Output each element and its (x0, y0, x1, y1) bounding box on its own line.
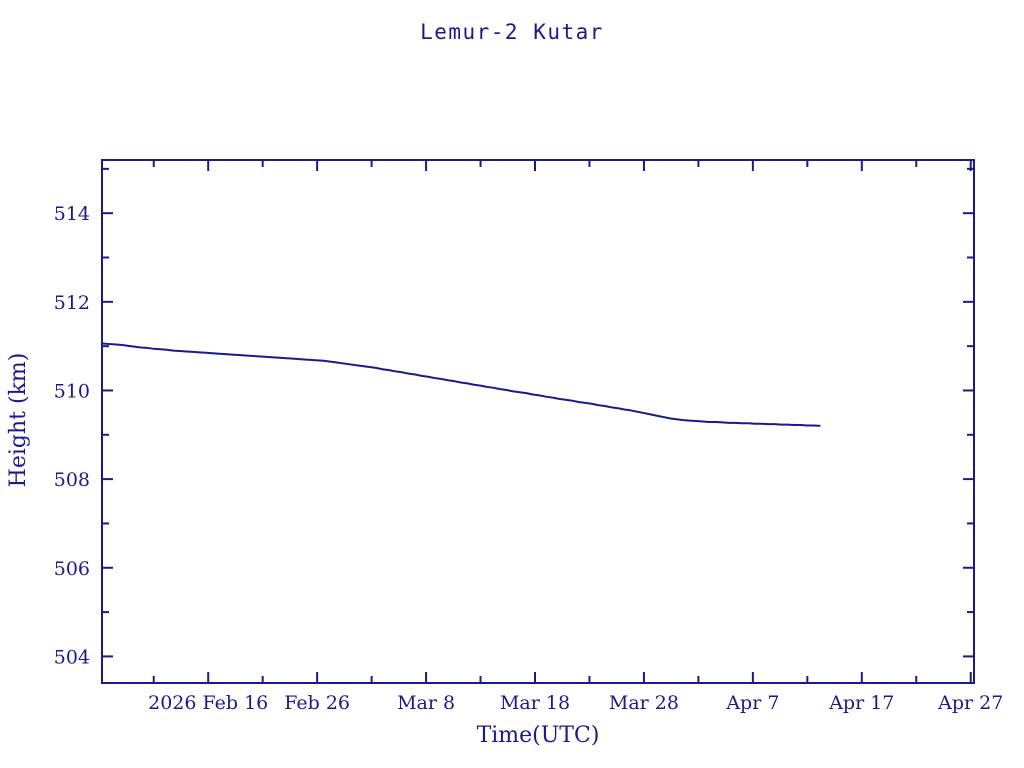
height-series-line (101, 342, 821, 427)
x-tick-label: Mar 8 (397, 692, 455, 714)
x-tick-label: Mar 18 (500, 692, 570, 714)
x-tick-label: Mar 28 (609, 692, 679, 714)
x-axis-title: Time(UTC) (477, 723, 600, 748)
y-axis-title: Height (km) (6, 353, 31, 488)
plot-frame (101, 159, 975, 684)
x-tick-label: 2026 Feb 16 (148, 692, 268, 714)
y-tick-label: 512 (54, 292, 90, 314)
x-tick-label: Apr 7 (725, 692, 779, 714)
y-tick-label: 510 (54, 380, 90, 402)
chart-title: Lemur-2 Kutar (420, 20, 604, 44)
y-tick-label: 514 (54, 203, 90, 225)
x-tick-label: Apr 27 (937, 692, 1003, 714)
axis-ticks (102, 160, 974, 683)
x-axis-tick-labels: 2026 Feb 16 Feb 26 Mar 8 Mar 18 Mar 28 Apr 7 A… (148, 692, 1003, 714)
x-tick-label: Apr 17 (828, 692, 894, 714)
y-tick-label: 506 (54, 558, 90, 580)
y-axis-tick-labels: 504 506 508 510 512 514 (54, 203, 90, 668)
x-tick-label: Feb 26 (284, 692, 350, 714)
y-tick-label: 508 (54, 469, 90, 491)
y-tick-label: 504 (54, 646, 90, 668)
